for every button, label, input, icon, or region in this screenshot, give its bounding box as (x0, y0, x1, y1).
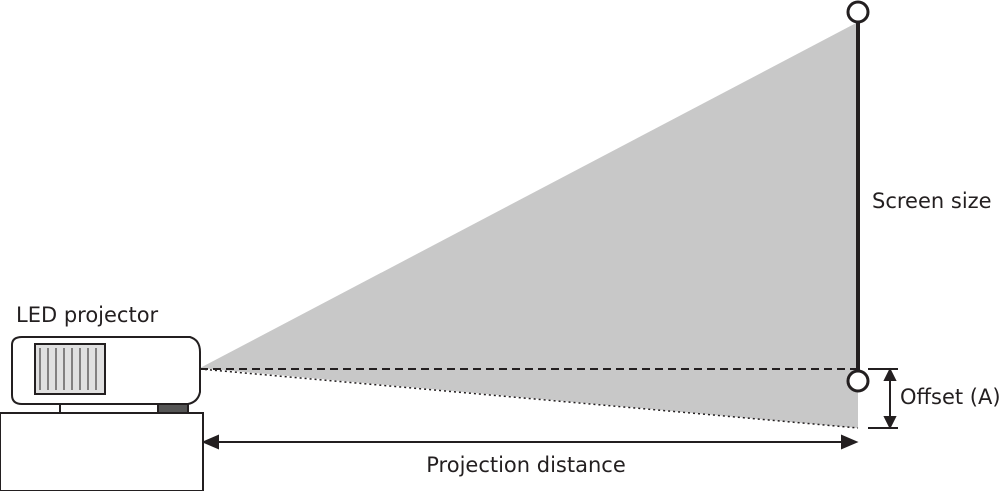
offset-label: Offset (A) (900, 385, 1000, 409)
screen-size-label: Screen size (872, 189, 992, 213)
projector (0, 336, 204, 491)
distance-arrow (201, 434, 859, 450)
screen-top-marker (846, 0, 870, 24)
offset-arrow (868, 367, 898, 430)
screen-bottom-marker (846, 369, 870, 393)
projection-beam (200, 22, 858, 428)
projector-label: LED projector (16, 303, 159, 327)
distance-label: Projection distance (426, 453, 626, 477)
lower-edge (199, 368, 859, 429)
